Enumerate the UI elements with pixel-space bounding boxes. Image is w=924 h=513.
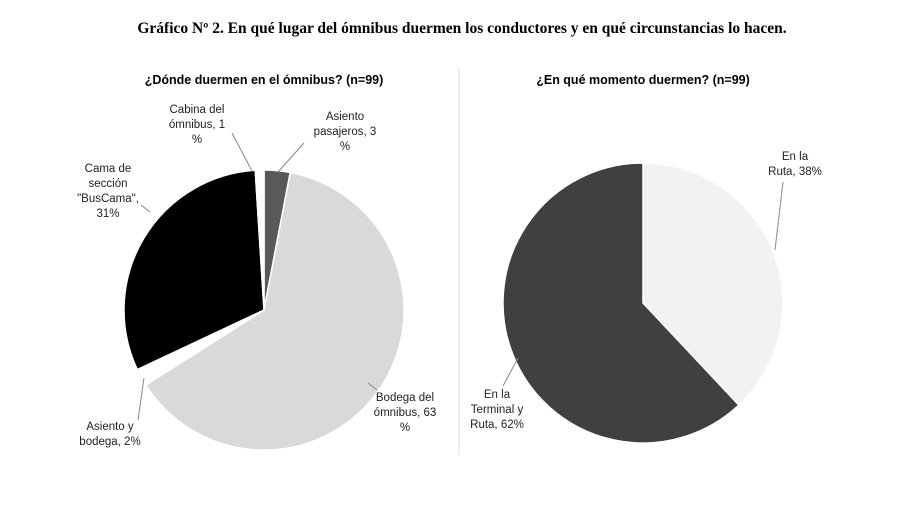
chart-1-slice-label-1: Asiento pasajeros, 3% xyxy=(314,111,377,153)
chart-2-slice-label-2: En la Terminal y Ruta, 62% xyxy=(470,389,524,431)
chart-1-leader-2 xyxy=(367,382,378,391)
chart-2-slice-label-1: En la Ruta, 38% xyxy=(768,151,822,178)
chart-1-slice-label-4: Cama de sección "BusCama", 31% xyxy=(77,163,139,220)
chart-1-slice-label-2: Bodega del ómnibus, 63% xyxy=(374,392,437,434)
chart-2-slice-1 xyxy=(642,162,784,407)
chart-1-title: ¿Dónde duermen en el ómnibus? (n=99) xyxy=(145,73,384,87)
chart-1-leader-1 xyxy=(277,142,305,173)
chart-2-leader-1 xyxy=(774,181,784,251)
figure-title: Gráfico Nº 2. En qué lugar del ómnibus d… xyxy=(137,20,787,37)
chart-1-leader-3 xyxy=(137,377,145,421)
chart-1-leader-5 xyxy=(231,132,253,172)
chart-1-slice-4 xyxy=(123,169,265,371)
chart-1-slice-label-3: Asiento y bodega, 2% xyxy=(79,421,140,448)
chart-2-slice-2 xyxy=(502,162,740,444)
chart-2-leader-2 xyxy=(502,357,519,387)
chart-1-slice-5 xyxy=(254,169,265,311)
chart-2-title: ¿En qué momento duermen? (n=99) xyxy=(536,73,750,87)
chart-1-slice-2 xyxy=(144,171,405,451)
chart-1-leader-4 xyxy=(140,204,151,213)
chart-1-slice-label-5: Cabina del ómnibus, 1% xyxy=(169,104,225,146)
